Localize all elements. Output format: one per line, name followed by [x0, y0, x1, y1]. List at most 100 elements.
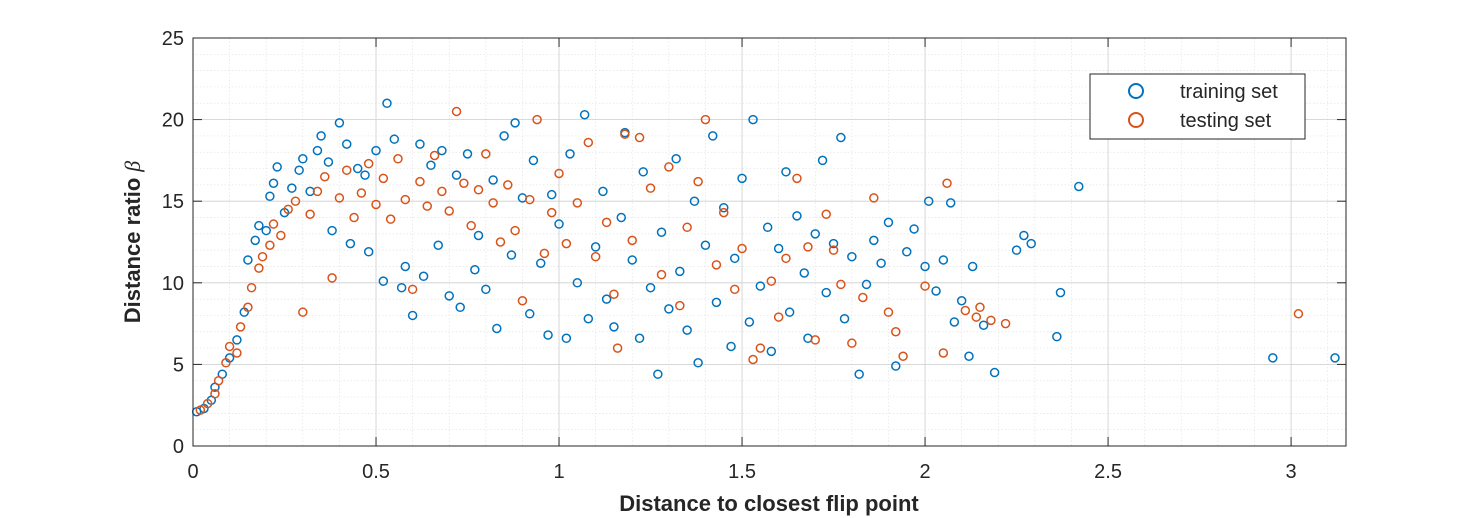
data-point — [492, 323, 502, 334]
data-point — [210, 389, 220, 399]
data-point — [836, 279, 846, 290]
data-point — [371, 199, 381, 210]
data-point — [971, 312, 982, 322]
data-point — [316, 131, 326, 141]
data-point — [766, 346, 777, 357]
data-point — [243, 302, 253, 313]
data-point — [828, 238, 839, 249]
data-point — [620, 129, 630, 140]
data-point — [232, 335, 242, 345]
data-point — [382, 98, 392, 109]
data-point — [572, 198, 583, 208]
data-point — [938, 348, 949, 358]
data-point — [327, 273, 337, 283]
data-point — [755, 343, 766, 353]
data-point — [400, 194, 411, 205]
data-point — [415, 176, 425, 187]
y-tick-label: 25 — [162, 28, 184, 50]
data-point — [243, 255, 253, 265]
data-point — [883, 217, 894, 228]
data-point — [931, 286, 941, 296]
data-point — [268, 219, 279, 229]
data-point — [583, 137, 594, 148]
data-point — [682, 325, 692, 335]
data-point — [876, 258, 886, 268]
data-point — [902, 247, 912, 257]
data-point — [506, 250, 517, 260]
data-point — [1293, 309, 1304, 319]
data-point — [254, 220, 264, 231]
data-point — [470, 264, 480, 275]
legend-box — [1089, 73, 1306, 140]
data-point — [975, 302, 985, 313]
y-tick-label: 10 — [162, 273, 184, 295]
data-point — [459, 178, 469, 188]
x-tick-label: 3 — [1286, 461, 1297, 483]
data-point — [323, 157, 334, 167]
data-point — [503, 180, 513, 190]
data-point — [942, 178, 952, 188]
data-point — [276, 230, 286, 241]
data-point — [773, 243, 784, 254]
data-point — [949, 317, 960, 327]
data-point — [803, 242, 813, 252]
data-point — [590, 251, 601, 262]
data-point — [437, 145, 447, 156]
y-axis-label-text: Distance ratio — [120, 178, 145, 324]
x-tick-label: 0.5 — [362, 461, 390, 483]
data-point — [601, 217, 612, 228]
data-point — [378, 173, 389, 184]
data-point — [729, 284, 740, 295]
x-tick-label: 2 — [920, 461, 931, 483]
y-tick-label: 5 — [173, 354, 184, 376]
data-point — [334, 193, 345, 203]
data-point — [920, 261, 930, 272]
data-point — [488, 175, 498, 185]
legend-marker-testing — [1128, 112, 1144, 128]
data-point — [729, 253, 740, 264]
data-point — [283, 204, 293, 215]
data-point — [221, 358, 231, 368]
data-point — [554, 219, 564, 229]
data-point — [836, 132, 846, 143]
data-point — [810, 335, 821, 345]
data-point — [909, 224, 919, 234]
data-point — [287, 183, 297, 193]
data-point — [964, 351, 974, 361]
data-point — [810, 229, 821, 239]
data-point — [360, 170, 370, 180]
data-point — [451, 106, 462, 117]
data-point — [601, 294, 612, 304]
y-tick-label: 20 — [162, 110, 184, 132]
data-point — [869, 193, 879, 203]
data-point — [528, 155, 539, 166]
data-point — [320, 171, 330, 182]
data-point — [718, 202, 729, 213]
data-point — [847, 251, 857, 262]
data-point — [737, 173, 747, 184]
data-point — [539, 248, 550, 259]
data-point — [781, 167, 791, 177]
data-point — [393, 154, 403, 164]
data-point — [634, 132, 645, 143]
data-point — [821, 287, 831, 298]
data-point — [554, 168, 564, 179]
data-point — [437, 186, 447, 197]
data-point — [396, 282, 407, 293]
data-point — [1330, 353, 1340, 363]
data-point — [861, 279, 872, 290]
data-point — [510, 118, 520, 128]
data-point — [378, 276, 389, 286]
data-point — [627, 255, 637, 265]
data-point — [352, 163, 363, 174]
data-point — [755, 281, 766, 291]
data-point — [349, 212, 359, 223]
data-point — [265, 191, 275, 202]
x-tick-label: 1.5 — [728, 461, 756, 483]
data-point — [572, 278, 583, 288]
data-point — [616, 212, 627, 223]
data-point — [327, 225, 337, 236]
data-point — [960, 305, 971, 316]
data-point — [561, 333, 572, 344]
data-point — [627, 235, 637, 246]
